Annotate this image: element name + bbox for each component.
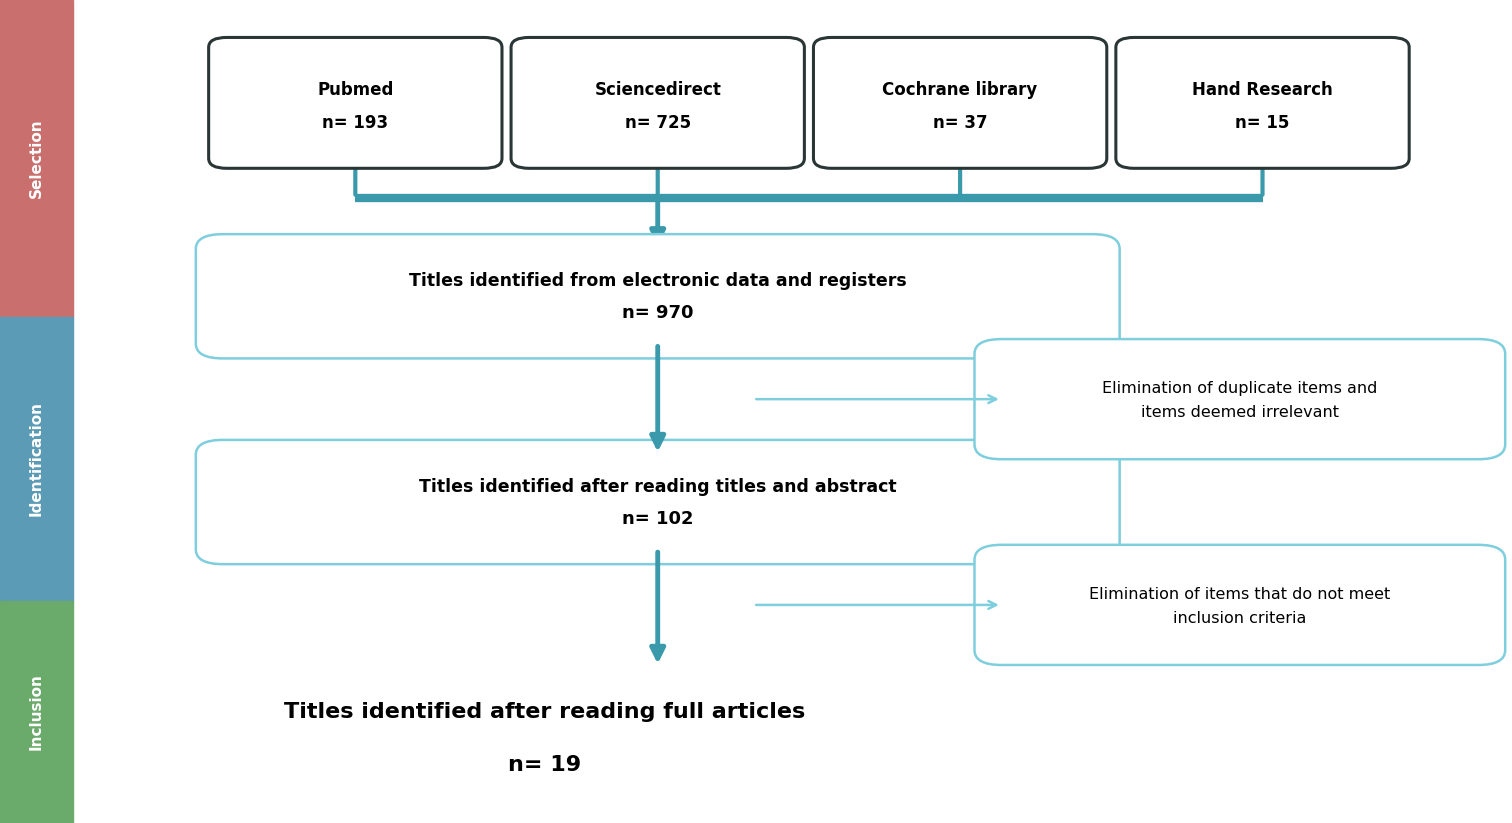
Bar xyxy=(0,0,73,317)
Text: n= 970: n= 970 xyxy=(621,305,694,323)
Text: n= 15: n= 15 xyxy=(1235,114,1290,132)
Text: Selection: Selection xyxy=(29,119,44,198)
Text: Titles identified from electronic data and registers: Titles identified from electronic data a… xyxy=(408,272,907,291)
Text: n= 193: n= 193 xyxy=(322,114,389,132)
Text: Inclusion: Inclusion xyxy=(29,673,44,751)
Text: Sciencedirect: Sciencedirect xyxy=(594,81,721,99)
FancyBboxPatch shape xyxy=(511,38,804,169)
Text: Identification: Identification xyxy=(29,402,44,516)
Bar xyxy=(0,601,73,823)
Text: items deemed irrelevant: items deemed irrelevant xyxy=(1142,405,1338,421)
FancyBboxPatch shape xyxy=(974,339,1504,459)
Text: n= 19: n= 19 xyxy=(508,756,581,775)
Text: Elimination of items that do not meet: Elimination of items that do not meet xyxy=(1089,587,1391,602)
FancyBboxPatch shape xyxy=(974,545,1504,665)
Text: Pubmed: Pubmed xyxy=(318,81,393,99)
Text: n= 102: n= 102 xyxy=(621,510,694,528)
Text: Cochrane library: Cochrane library xyxy=(883,81,1037,99)
Text: Elimination of duplicate items and: Elimination of duplicate items and xyxy=(1102,381,1377,396)
Bar xyxy=(0,317,73,601)
Text: n= 725: n= 725 xyxy=(624,114,691,132)
Text: n= 37: n= 37 xyxy=(933,114,987,132)
FancyBboxPatch shape xyxy=(209,38,502,169)
FancyBboxPatch shape xyxy=(197,439,1119,565)
Text: Hand Research: Hand Research xyxy=(1191,81,1334,99)
Text: inclusion criteria: inclusion criteria xyxy=(1173,611,1306,626)
FancyBboxPatch shape xyxy=(813,38,1107,169)
Text: Titles identified after reading full articles: Titles identified after reading full art… xyxy=(284,702,804,722)
Text: Titles identified after reading titles and abstract: Titles identified after reading titles a… xyxy=(419,478,897,496)
FancyBboxPatch shape xyxy=(1116,38,1409,169)
FancyBboxPatch shape xyxy=(197,235,1119,359)
